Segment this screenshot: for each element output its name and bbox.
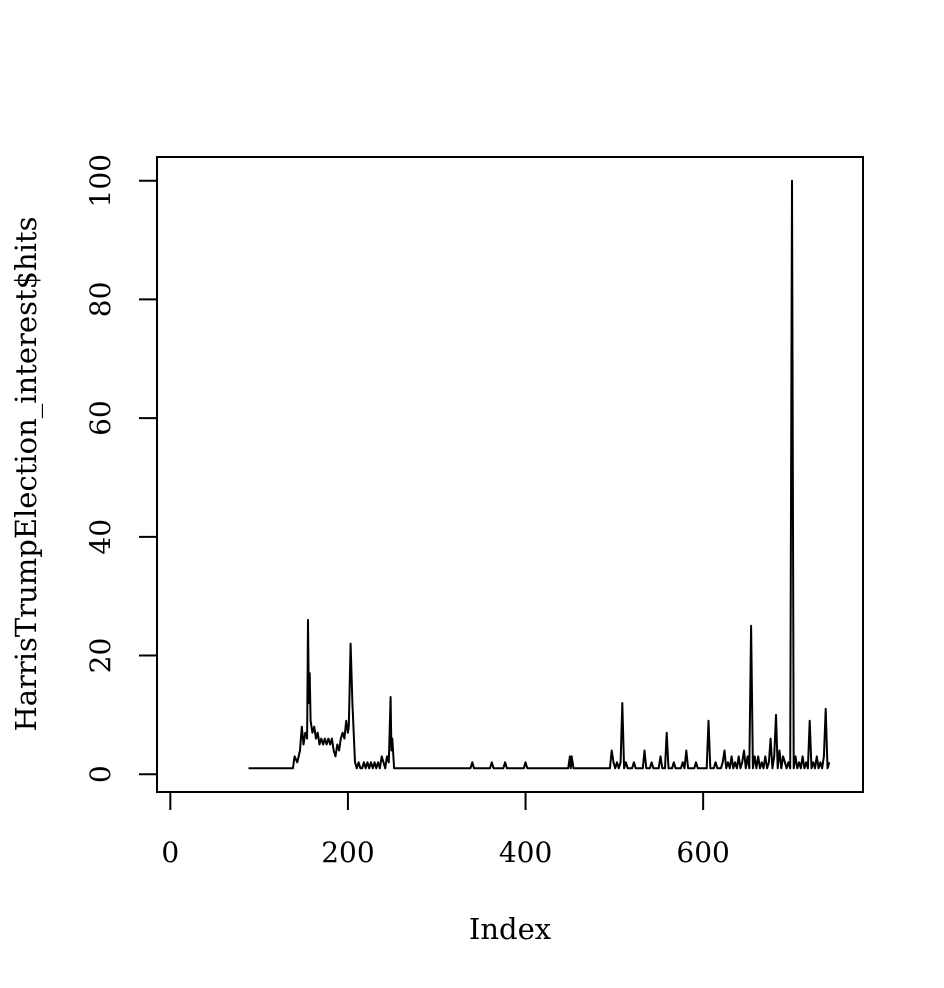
- y-tick-label: 100: [84, 154, 117, 207]
- plot-frame: [156, 156, 864, 793]
- x-tick-label: 400: [499, 836, 552, 869]
- y-axis-title: HarrisTrumpElection_interest$hits: [9, 216, 44, 731]
- x-tick-label: 0: [161, 836, 179, 869]
- y-tick-label: 80: [84, 282, 117, 318]
- x-axis-title: Index: [469, 912, 551, 946]
- x-tick-label: 200: [321, 836, 374, 869]
- y-tick-label: 40: [84, 519, 117, 555]
- series-line-1: [248, 179, 831, 770]
- y-tick-label: 20: [84, 638, 117, 674]
- x-tick-label: 600: [676, 836, 729, 869]
- x-axis: 0 200 400 600: [161, 791, 730, 869]
- y-tick-label: 60: [84, 400, 117, 436]
- y-axis: 0 20 40 60 80 100: [84, 154, 158, 783]
- y-tick-label: 0: [84, 765, 117, 783]
- series-layer: [248, 179, 831, 770]
